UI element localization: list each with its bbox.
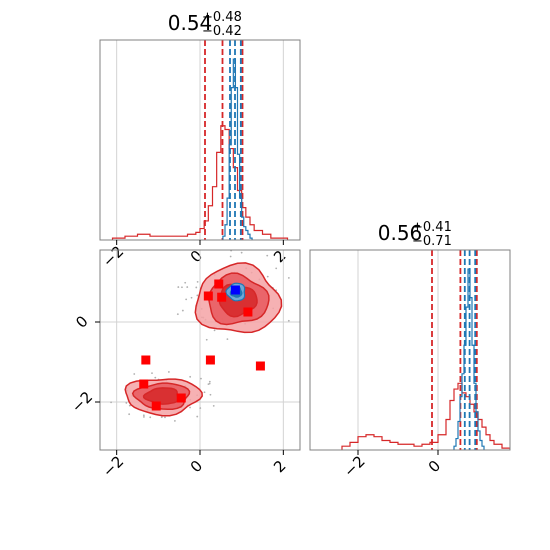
bottom-right-hist-frame — [309, 249, 511, 451]
bottom-left-contour-marker-8 — [151, 401, 161, 411]
bottom-left-contour-scatter-point — [167, 371, 170, 373]
bottom-left-contour-scatter-point — [199, 407, 202, 409]
bottom-left-contour-red-contour-1-2 — [142, 387, 180, 405]
bottom-left-contour-scatter-point — [142, 414, 145, 417]
bottom-left-contour-scatter-point — [143, 416, 145, 418]
top-left-hist-series-0-steps — [111, 125, 289, 240]
top-left-hist-title: 0.54 — [168, 11, 213, 35]
bottom-left-contour-scatter-point — [195, 286, 198, 289]
top-left-hist-title-upper: +0.48 — [202, 10, 242, 25]
bottom-left-contour-scatter-point — [128, 413, 131, 416]
bottom-left-contour-scatter-point — [125, 402, 128, 404]
bottom-right-hist-xtick-label-0: −2 — [340, 452, 368, 480]
bottom-left-contour-scatter-point — [185, 298, 188, 301]
bottom-left-contour-scatter-point — [196, 415, 199, 418]
bottom-left-contour-scatter-point — [209, 393, 212, 396]
bottom-left-contour-scatter-point — [110, 401, 112, 404]
bottom-left-contour-scatter-point — [213, 329, 216, 332]
bottom-right-hist-xtick-label-1: 0 — [425, 457, 444, 476]
bottom-right-hist-series-0-steps — [341, 382, 510, 450]
bottom-left-contour-marker-0 — [203, 291, 213, 301]
bottom-left-contour-marker-7 — [139, 379, 149, 389]
bottom-left-contour-scatter-point — [133, 373, 136, 375]
top-left-hist-xtick-label-0: −2 — [99, 242, 127, 270]
bottom-left-contour-scatter-point — [287, 319, 290, 322]
bottom-left-contour-scatter-point — [190, 296, 193, 299]
bottom-left-contour-scatter-point — [200, 377, 202, 380]
bottom-left-contour-scatter-point — [128, 404, 131, 407]
bottom-left-contour-scatter-point — [287, 277, 290, 279]
bottom-left-contour-scatter-point — [266, 254, 269, 257]
bottom-right-hist-title-upper: +0.41 — [412, 220, 452, 235]
bottom-left-contour-scatter-point — [208, 380, 211, 383]
bottom-left-contour-marker-5 — [205, 355, 215, 365]
bottom-left-contour-scatter-point — [160, 416, 163, 419]
bottom-left-contour-scatter-point — [196, 294, 199, 297]
bottom-left-contour-scatter-point — [205, 338, 208, 341]
top-left-hist-series-1-steps — [222, 58, 253, 240]
bottom-left-contour-scatter-point — [266, 275, 269, 278]
bottom-left-contour-scatter-point — [229, 255, 232, 258]
bottom-left-contour-ytick-label-1: 0 — [72, 312, 91, 331]
bottom-left-contour-best-fit-marker — [230, 285, 240, 295]
bottom-left-contour-scatter-point — [177, 286, 180, 288]
bottom-left-contour-scatter-point — [212, 404, 215, 407]
bottom-left-contour-scatter-point — [240, 251, 243, 254]
bottom-left-contour-scatter-point — [203, 391, 206, 394]
bottom-left-contour-scatter-point — [181, 309, 184, 312]
bottom-left-contour-scatter-point — [189, 406, 191, 409]
bottom-left-contour-marker-9 — [176, 393, 186, 403]
bottom-right-hist-title-lower: −0.71 — [412, 234, 452, 249]
bottom-left-contour-marker-4 — [141, 355, 151, 365]
top-left-hist-title-lower: −0.42 — [202, 24, 242, 39]
bottom-left-contour-ytick-label-0: −2 — [68, 388, 96, 416]
bottom-right-hist-title: 0.56 — [378, 221, 423, 245]
bottom-left-contour-scatter-point — [196, 281, 199, 283]
bottom-left-contour-scatter-point — [149, 416, 152, 419]
bottom-left-contour-scatter-point — [226, 338, 229, 341]
bottom-left-contour-marker-3 — [243, 307, 253, 317]
bottom-left-contour-scatter-point — [154, 376, 157, 379]
bottom-left-contour-scatter-point — [164, 416, 166, 419]
bottom-left-contour-xtick-label-1: 0 — [187, 457, 206, 476]
bottom-left-contour-scatter-point — [184, 281, 187, 284]
bottom-left-contour-xtick-label-2: 2 — [270, 457, 289, 476]
bottom-left-contour-marker-6 — [255, 361, 265, 371]
bottom-left-contour-marker-2 — [217, 292, 227, 302]
bottom-left-contour-scatter-point — [189, 375, 192, 378]
bottom-left-contour-scatter-point — [151, 372, 153, 374]
bottom-left-contour-scatter-point — [173, 420, 176, 422]
bottom-left-contour-scatter-point — [186, 286, 189, 288]
bottom-left-contour-scatter-point — [176, 313, 179, 316]
bottom-left-contour-marker-1 — [214, 279, 224, 289]
bottom-left-contour-scatter-point — [208, 382, 211, 385]
bottom-left-contour-scatter-point — [275, 267, 278, 270]
bottom-left-contour-xtick-label-0: −2 — [99, 452, 127, 480]
bottom-left-contour-scatter-point — [181, 286, 183, 289]
